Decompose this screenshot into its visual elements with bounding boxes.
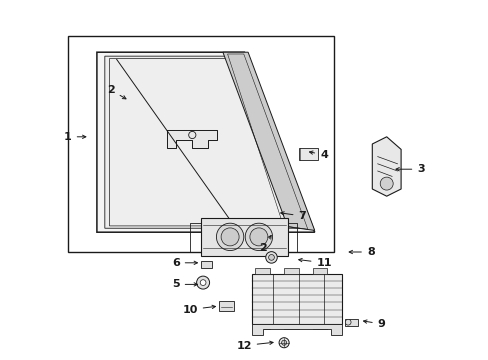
Text: 3: 3 <box>395 164 424 174</box>
Text: 11: 11 <box>298 258 331 268</box>
Text: 2: 2 <box>258 235 271 253</box>
Polygon shape <box>371 137 400 196</box>
Text: 7: 7 <box>280 211 305 221</box>
Circle shape <box>279 338 288 348</box>
Bar <box>284 268 298 274</box>
Polygon shape <box>201 261 212 268</box>
Text: 1: 1 <box>64 132 86 142</box>
Polygon shape <box>201 218 287 256</box>
Circle shape <box>345 319 350 325</box>
Text: 9: 9 <box>363 319 385 329</box>
Text: 5: 5 <box>172 279 197 289</box>
Circle shape <box>281 340 286 345</box>
Bar <box>255 268 269 274</box>
Polygon shape <box>104 56 306 228</box>
Bar <box>312 324 326 329</box>
Polygon shape <box>223 52 314 230</box>
Polygon shape <box>167 130 217 148</box>
Text: 8: 8 <box>348 247 374 257</box>
Bar <box>68 36 334 252</box>
Circle shape <box>265 252 277 263</box>
Bar <box>284 324 298 329</box>
Text: 6: 6 <box>171 258 197 268</box>
Circle shape <box>249 228 267 246</box>
Circle shape <box>216 223 244 251</box>
Circle shape <box>380 177 392 190</box>
Polygon shape <box>345 319 357 326</box>
Text: 10: 10 <box>182 305 215 315</box>
Text: 2: 2 <box>107 85 126 99</box>
Text: 12: 12 <box>236 341 272 351</box>
Circle shape <box>196 276 209 289</box>
Text: 4: 4 <box>309 150 327 160</box>
Circle shape <box>221 228 239 246</box>
Bar <box>298 148 318 160</box>
Circle shape <box>268 255 274 260</box>
Bar <box>219 301 233 311</box>
Circle shape <box>244 223 272 251</box>
Circle shape <box>200 280 205 285</box>
Bar <box>312 268 326 274</box>
Polygon shape <box>97 52 314 232</box>
Polygon shape <box>251 274 341 324</box>
Polygon shape <box>251 324 341 335</box>
Bar <box>255 324 269 329</box>
